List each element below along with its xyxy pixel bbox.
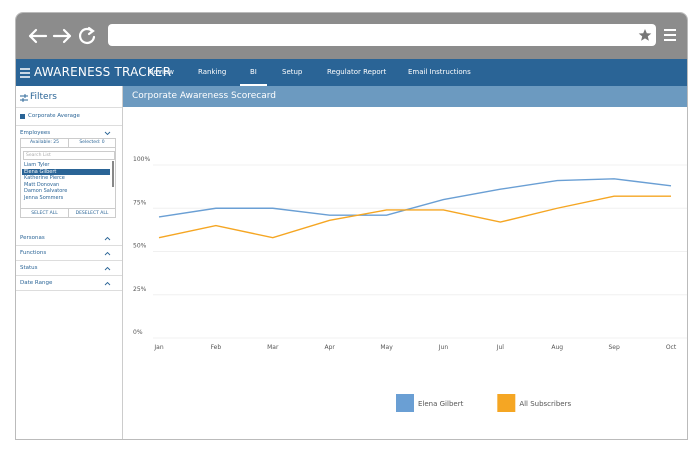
corporate-average-label: Corporate Average	[28, 113, 80, 119]
search-box[interactable]: Search List	[23, 151, 115, 160]
nav-tab[interactable]: Ranking	[198, 68, 227, 76]
x-tick-label: Jun	[438, 344, 449, 351]
filter-section-label[interactable]: Functions	[20, 250, 47, 256]
legend-swatch	[396, 394, 414, 412]
panel-header: Corporate Awareness Scorecard	[123, 86, 687, 107]
y-tick-label: 0%	[133, 329, 143, 336]
divider	[16, 275, 122, 276]
employee-item[interactable]: Damon Salvatore	[24, 188, 68, 195]
filters-title: Filters	[30, 92, 57, 102]
back-icon[interactable]	[28, 28, 48, 44]
employees-title: Employees	[20, 130, 51, 136]
selected-count: Selected: 0	[69, 139, 115, 148]
refresh-arrow	[87, 26, 95, 36]
address-bar[interactable]	[108, 24, 656, 46]
divider	[16, 245, 122, 246]
chevron-up[interactable]	[104, 266, 111, 273]
x-tick-label: Jan	[153, 344, 163, 351]
scrollbar[interactable]	[112, 161, 114, 187]
y-tick-label: 50%	[133, 243, 147, 250]
employee-item[interactable]: Jenna Sommers	[24, 195, 64, 201]
refresh-icon[interactable]	[79, 27, 96, 44]
filter-section-label[interactable]: Status	[20, 265, 38, 271]
y-tick-label: 75%	[133, 199, 147, 206]
x-tick-label: Aug	[551, 344, 563, 351]
x-tick-label: Sep	[608, 344, 620, 351]
browser-window: AWARENESS TRACKER Review Ranking BI Setup Re…	[15, 12, 688, 440]
filter-section-label[interactable]: Date Range	[20, 280, 53, 286]
legend-label: Elena Gilbert	[418, 400, 464, 408]
y-tick-label: 25%	[133, 286, 147, 293]
x-tick-label: Jul	[496, 344, 505, 351]
checkbox[interactable]	[20, 114, 25, 119]
nav-tab[interactable]: Setup	[282, 68, 303, 76]
x-tick-label: Feb	[211, 344, 222, 351]
series-line	[158, 195, 671, 239]
hamburger-icon[interactable]	[20, 68, 31, 78]
nav-tab[interactable]: Regulator Report	[327, 68, 387, 76]
employee-item[interactable]: Elena Gilbert	[22, 168, 110, 176]
main-panel: Corporate Awareness Scorecard 0% 25% 50% 75…	[123, 86, 687, 439]
nav-tab[interactable]: Review	[149, 68, 174, 76]
nav-tab[interactable]: BI	[240, 68, 267, 86]
x-tick-label: May	[380, 344, 393, 351]
x-tick-label: Oct	[666, 344, 677, 351]
browser-chrome	[16, 13, 687, 59]
browser-nav-icons	[28, 26, 96, 44]
forward-icon[interactable]	[52, 28, 72, 44]
employee-item[interactable]: Katherine Pierce	[24, 175, 65, 182]
chart: 0% 25% 50% 75% 100% Jan Feb Mar Apr May Jun Jul Aug S…	[133, 156, 687, 412]
chevron-down[interactable]	[104, 131, 111, 136]
divider	[16, 107, 122, 108]
employee-list: Liam Tyler Elena Gilbert Katherine Pierce M…	[21, 162, 111, 206]
nav-bar: AWARENESS TRACKER Review Ranking BI Setup Re…	[16, 59, 687, 86]
chevron-up[interactable]	[104, 251, 111, 258]
employee-item[interactable]: Liam Tyler	[24, 162, 50, 168]
available-count: Available: 25	[21, 139, 69, 148]
deselect-all-button[interactable]: DESELECT ALL	[69, 208, 115, 218]
divider	[16, 125, 122, 126]
filter-section-label[interactable]: Personas	[20, 235, 45, 241]
sidebar: Filters Corporate Average Employees Avai…	[16, 86, 123, 439]
panel-title: Corporate Awareness Scorecard	[132, 91, 276, 101]
employee-item[interactable]: Matt Donovan	[24, 181, 60, 188]
chevron-up[interactable]	[104, 236, 111, 243]
y-tick-label: 100%	[133, 156, 150, 163]
legend-label: All Subscribers	[519, 400, 571, 408]
star-icon[interactable]	[638, 28, 652, 42]
x-tick-label: Apr	[324, 344, 335, 351]
employee-box: Available: 25 Selected: 0 Search List Li…	[20, 138, 116, 218]
series-line	[158, 178, 672, 218]
chevron-up[interactable]	[104, 281, 111, 288]
filter-icon	[20, 94, 28, 102]
select-all-button[interactable]: SELECT ALL	[21, 208, 69, 218]
nav-tab[interactable]: Email Instructions	[408, 68, 471, 76]
legend-swatch	[497, 394, 516, 412]
app-title: AWARENESS TRACKER	[34, 65, 172, 79]
menu-icon[interactable]	[663, 28, 677, 42]
divider	[16, 290, 122, 291]
divider	[16, 260, 122, 261]
x-tick-label: Mar	[267, 344, 279, 351]
